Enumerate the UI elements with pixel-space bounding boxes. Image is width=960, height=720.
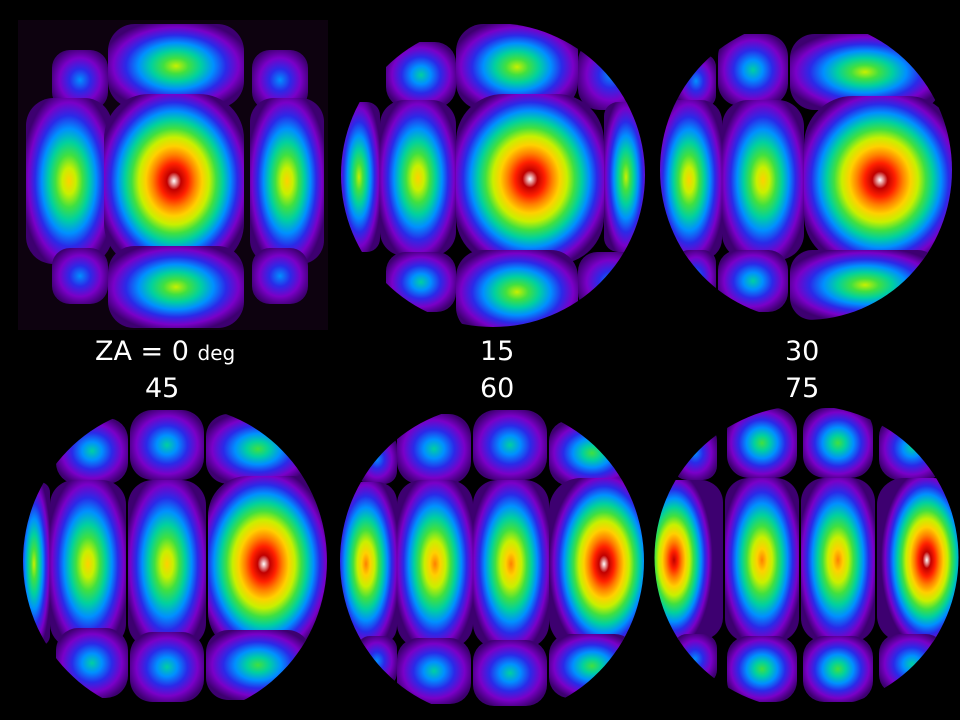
lobe-bottom-center <box>130 632 204 702</box>
pattern-panel-za-0 <box>18 20 328 330</box>
lobe-top-right <box>206 414 310 484</box>
lobe-top-mid-left <box>718 34 788 106</box>
lobe-center <box>104 94 244 268</box>
lobe-top-mid-right <box>473 410 547 480</box>
pattern-panel-za-15 <box>338 20 648 330</box>
lobe-bottom-left <box>357 636 397 686</box>
label-za-60: 60 <box>480 373 515 404</box>
label-za-75: 75 <box>785 373 820 404</box>
lobe-top-center <box>456 24 578 110</box>
lobe-bottom-far-left <box>673 634 717 684</box>
lobe-top-center <box>130 410 204 480</box>
lobe-mid-left <box>660 100 722 260</box>
lobe-bottom-right <box>790 250 940 320</box>
lobe-bottom-left <box>56 628 128 698</box>
lobe-bottom-right <box>879 634 945 694</box>
lobe-mid-center-right <box>473 480 549 648</box>
lobe-bottom-right <box>206 630 310 700</box>
lobe-top-right <box>549 420 635 486</box>
lobe-bottom-center <box>456 250 578 327</box>
lobe-bottom-center <box>108 246 244 328</box>
lobe-center <box>877 478 959 642</box>
pattern-panel-za-75 <box>653 404 960 711</box>
lobe-mid-right <box>250 98 324 264</box>
lobe-bottom-mid-left <box>727 636 797 702</box>
lobe-mid-far-left <box>23 482 50 646</box>
lobe-mid-left <box>340 482 397 646</box>
lobe-top-right <box>578 40 644 110</box>
lobe-top-left <box>386 42 456 108</box>
lobe-mid-center <box>128 480 206 648</box>
lobe-top-mid-right <box>803 408 873 478</box>
lobe-top-center <box>108 24 244 108</box>
pattern-panel-za-30 <box>656 20 956 320</box>
lobe-mid-left <box>380 100 456 256</box>
label-za-45: 45 <box>145 373 180 404</box>
lobe-top-mid-left <box>397 414 471 484</box>
lobe-mid-center-right <box>801 478 875 642</box>
lobe-mid-far-left <box>341 102 380 252</box>
lobe-top-left <box>357 434 397 484</box>
lobe-top-mid-left <box>727 408 797 478</box>
lobe-center <box>804 96 952 264</box>
lobe-bottom-left <box>386 252 456 312</box>
lobe-mid-left <box>50 480 126 648</box>
lobe-mid-center-left <box>397 480 473 648</box>
lobe-top-left <box>56 418 128 484</box>
lobe-mid-center-left <box>725 478 799 642</box>
lobe-mid-right <box>604 102 645 252</box>
lobe-top-far-left <box>673 426 717 480</box>
lobe-bottom-left <box>676 250 716 304</box>
lobe-bottom-left <box>52 248 108 304</box>
lobe-bottom-mid-right <box>803 636 873 702</box>
lobe-bottom-mid-left <box>718 250 788 312</box>
pattern-panel-za-60 <box>335 404 649 718</box>
lobe-center <box>549 478 644 650</box>
label-za-15: 15 <box>480 336 515 367</box>
lobe-bottom-mid-right <box>473 640 547 706</box>
lobe-center <box>456 94 604 264</box>
pattern-panel-za-45 <box>18 404 332 718</box>
lobe-bottom-mid-left <box>397 638 471 704</box>
lobe-bottom-right <box>578 252 644 312</box>
za-prefix: ZA = <box>95 336 172 367</box>
label-za-0: ZA = 0 deg <box>95 338 235 365</box>
za-unit: deg <box>197 341 236 365</box>
lobe-mid-center <box>722 100 804 260</box>
lobe-top-right <box>252 50 308 110</box>
lobe-bottom-right <box>549 634 635 698</box>
lobe-mid-left <box>26 98 112 264</box>
label-za-30: 30 <box>785 336 820 367</box>
lobe-mid-left <box>654 480 723 640</box>
lobe-center <box>208 476 327 652</box>
lobe-top-right <box>879 416 945 480</box>
lobe-top-left <box>676 54 716 108</box>
za-value-0: 0 <box>171 336 189 367</box>
lobe-bottom-right <box>252 248 308 304</box>
lobe-top-left <box>52 50 108 110</box>
